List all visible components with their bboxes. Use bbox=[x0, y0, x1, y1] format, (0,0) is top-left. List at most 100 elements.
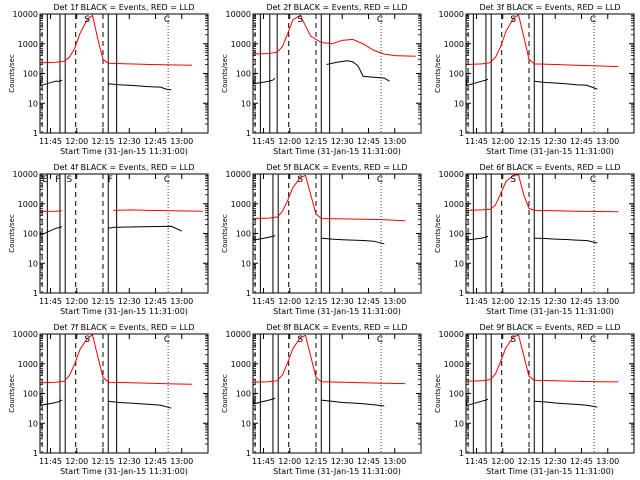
x-tick-label: 12:45 bbox=[144, 297, 167, 306]
y-tick-label: 10000 bbox=[439, 10, 464, 19]
series-line-events bbox=[252, 397, 385, 407]
x-tick-label: 12:00 bbox=[65, 137, 88, 146]
y-tick-label: 1000 bbox=[18, 360, 38, 369]
x-tick-label: 12:00 bbox=[491, 137, 514, 146]
x-axis-label: Start Time (31-Jan-15 11:31:00) bbox=[273, 147, 401, 156]
marker-annotation: S bbox=[297, 335, 303, 345]
y-tick-label: 1 bbox=[246, 129, 251, 138]
chart-panel-2: 1 10 100 1000 10000 11:45 12:00 12:15 12:30 12:45… bbox=[221, 3, 422, 156]
y-tick-label: 1000 bbox=[444, 200, 464, 209]
marker-annotation: C bbox=[590, 335, 596, 345]
x-axis-label: Start Time (31-Jan-15 11:31:00) bbox=[273, 307, 401, 316]
y-axis-label: Counts/sec bbox=[221, 374, 229, 413]
y-tick-label: 1 bbox=[459, 449, 464, 458]
y-tick-label: 10 bbox=[241, 259, 251, 268]
y-tick-label: 10000 bbox=[13, 170, 38, 179]
y-axis-label: Counts/sec bbox=[434, 54, 442, 93]
y-tick-label: 1 bbox=[459, 129, 464, 138]
chart-title: Det 4f BLACK = Events, RED = LLD bbox=[53, 163, 194, 172]
series-line-lld bbox=[465, 334, 619, 383]
y-tick-label: 10000 bbox=[226, 170, 251, 179]
x-axis-label: Start Time (31-Jan-15 11:31:00) bbox=[486, 307, 614, 316]
y-tick-label: 100 bbox=[236, 70, 251, 79]
y-tick-label: 10000 bbox=[226, 330, 251, 339]
x-tick-label: 12:00 bbox=[278, 137, 301, 146]
marker-annotation: S bbox=[84, 15, 90, 25]
series-line-lld bbox=[252, 174, 406, 222]
x-tick-label: 12:15 bbox=[517, 137, 540, 146]
y-axis-label: Counts/sec bbox=[8, 374, 16, 413]
y-tick-label: 1 bbox=[33, 289, 38, 298]
y-tick-label: 1 bbox=[459, 289, 464, 298]
y-tick-label: 1000 bbox=[231, 200, 251, 209]
x-tick-label: 11:45 bbox=[39, 137, 62, 146]
y-tick-label: 1000 bbox=[444, 360, 464, 369]
marker-annotation: S bbox=[297, 15, 303, 25]
y-tick-label: 10000 bbox=[226, 10, 251, 19]
marker-annotation: C bbox=[590, 175, 596, 185]
x-tick-label: 12:00 bbox=[65, 457, 88, 466]
y-tick-label: 1 bbox=[33, 129, 38, 138]
series-line-lld bbox=[39, 209, 203, 212]
marker-annotation: C bbox=[377, 335, 383, 345]
series-line-lld bbox=[252, 14, 416, 57]
x-tick-label: 12:00 bbox=[65, 297, 88, 306]
chart-panel-1: 1 10 100 1000 10000 11:45 12:00 12:15 12:30 12:45… bbox=[8, 3, 209, 156]
y-tick-label: 100 bbox=[236, 230, 251, 239]
x-tick-label: 12:15 bbox=[304, 297, 327, 306]
marker-annotation: S bbox=[510, 175, 516, 185]
x-axis-label: Start Time (31-Jan-15 11:31:00) bbox=[486, 147, 614, 156]
chart-panel-7: 1 10 100 1000 10000 11:45 12:00 12:15 12:30 12:45… bbox=[8, 323, 209, 476]
series-line-lld bbox=[465, 174, 619, 213]
y-tick-label: 100 bbox=[449, 390, 464, 399]
y-tick-label: 1000 bbox=[231, 360, 251, 369]
y-tick-label: 10 bbox=[454, 99, 464, 108]
x-tick-label: 12:15 bbox=[517, 457, 540, 466]
y-tick-label: 10 bbox=[28, 419, 38, 428]
chart-panel-5: 1 10 100 1000 10000 11:45 12:00 12:15 12:30 12:45… bbox=[221, 163, 422, 316]
marker-annotation: S bbox=[67, 175, 73, 185]
x-tick-label: 12:45 bbox=[570, 137, 593, 146]
x-tick-label: 12:00 bbox=[278, 457, 301, 466]
chart-panel-4: 1 10 100 1000 10000 11:45 12:00 12:15 12:30 12:45… bbox=[8, 163, 209, 316]
x-tick-label: 12:45 bbox=[357, 297, 380, 306]
series-line-events bbox=[39, 78, 172, 91]
x-tick-label: 12:45 bbox=[144, 137, 167, 146]
x-tick-label: 12:30 bbox=[331, 457, 354, 466]
x-tick-label: 12:15 bbox=[91, 137, 114, 146]
series-line-lld bbox=[39, 14, 193, 66]
chart-title: Det 3f BLACK = Events, RED = LLD bbox=[479, 3, 620, 12]
chart-panel-3: 1 10 100 1000 10000 11:45 12:00 12:15 12:30 12:45… bbox=[434, 3, 635, 156]
series-line-events bbox=[465, 235, 598, 244]
chart-title: Det 8f BLACK = Events, RED = LLD bbox=[266, 323, 407, 332]
x-axis-label: Start Time (31-Jan-15 11:31:00) bbox=[60, 307, 188, 316]
x-tick-label: 12:30 bbox=[118, 457, 141, 466]
y-tick-label: 10 bbox=[241, 99, 251, 108]
y-tick-label: 1 bbox=[246, 449, 251, 458]
series-line-events bbox=[39, 398, 172, 409]
series-line-lld bbox=[39, 333, 193, 385]
y-tick-label: 100 bbox=[23, 390, 38, 399]
y-axis-label: Counts/sec bbox=[8, 214, 16, 253]
chart-title: Det 9f BLACK = Events, RED = LLD bbox=[479, 323, 620, 332]
y-tick-label: 10 bbox=[454, 259, 464, 268]
x-tick-label: 12:45 bbox=[144, 457, 167, 466]
y-axis-label: Counts/sec bbox=[434, 214, 442, 253]
x-tick-label: 12:00 bbox=[491, 457, 514, 466]
chart-title: Det 2f BLACK = Events, RED = LLD bbox=[266, 3, 407, 12]
x-tick-label: 12:15 bbox=[91, 297, 114, 306]
marker-annotation: C bbox=[164, 15, 170, 25]
x-tick-label: 11:45 bbox=[252, 297, 275, 306]
series-line-events bbox=[252, 60, 390, 85]
x-tick-label: 12:30 bbox=[544, 137, 567, 146]
y-tick-label: 10000 bbox=[439, 170, 464, 179]
marker-annotation: C bbox=[590, 15, 596, 25]
y-tick-label: 100 bbox=[23, 70, 38, 79]
marker-annotation: C bbox=[377, 175, 383, 185]
x-tick-label: 11:45 bbox=[39, 457, 62, 466]
x-tick-label: 12:45 bbox=[357, 137, 380, 146]
x-tick-label: 12:30 bbox=[331, 137, 354, 146]
chart-title: Det 5f BLACK = Events, RED = LLD bbox=[266, 163, 407, 172]
